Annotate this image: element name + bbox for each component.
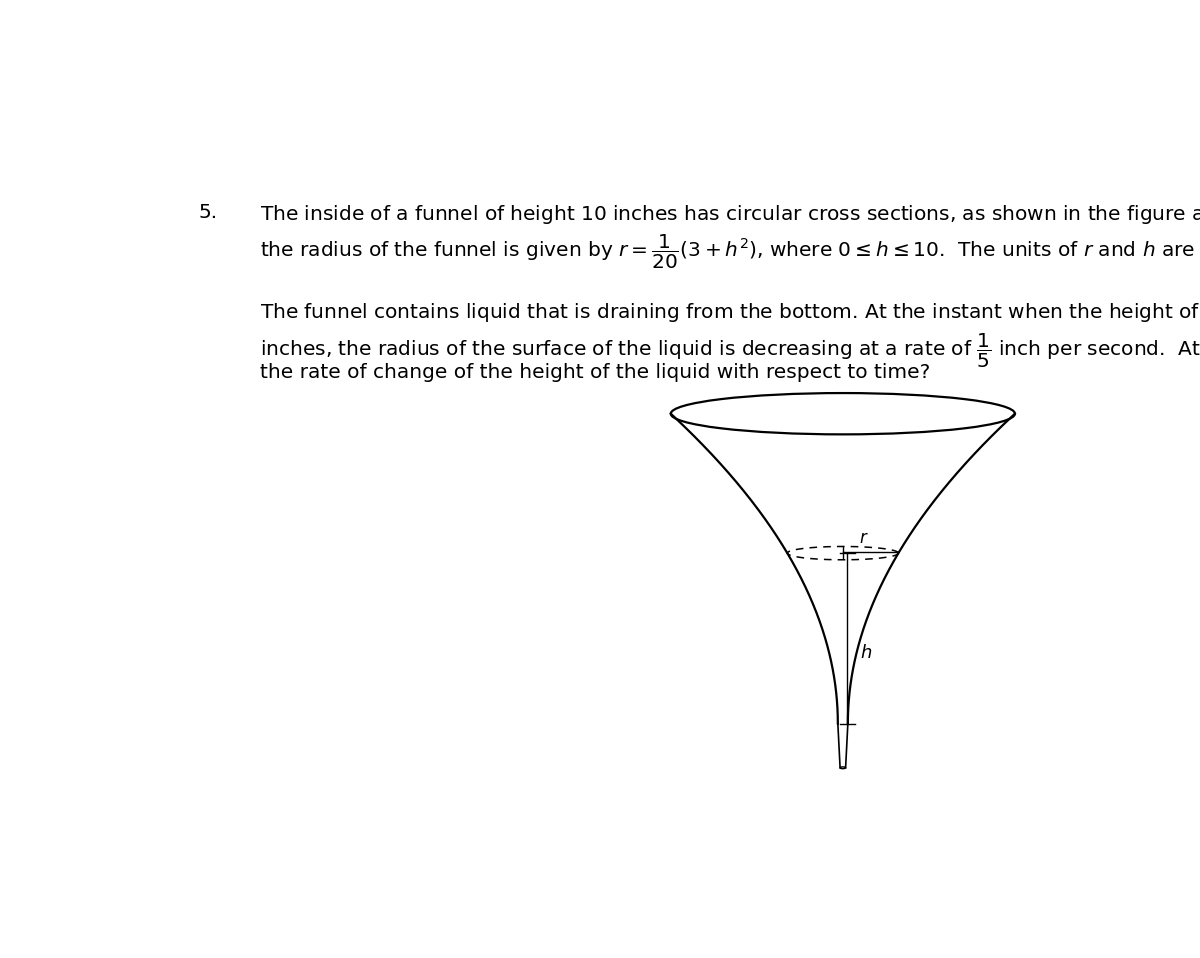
Text: The funnel contains liquid that is draining from the bottom. At the instant when: The funnel contains liquid that is drain…: [259, 301, 1200, 324]
Text: 5.: 5.: [198, 203, 217, 222]
Text: the rate of change of the height of the liquid with respect to time?: the rate of change of the height of the …: [259, 363, 930, 382]
Text: $h$: $h$: [860, 644, 872, 662]
Text: The inside of a funnel of height 10 inches has circular cross sections, as shown: The inside of a funnel of height 10 inch…: [259, 203, 1200, 226]
Text: $r$: $r$: [859, 529, 869, 547]
Text: inches, the radius of the surface of the liquid is decreasing at a rate of $\dfr: inches, the radius of the surface of the…: [259, 331, 1200, 370]
Text: the radius of the funnel is given by $r = \dfrac{1}{20}(3 + h^2)$, where $0 \leq: the radius of the funnel is given by $r …: [259, 233, 1200, 271]
